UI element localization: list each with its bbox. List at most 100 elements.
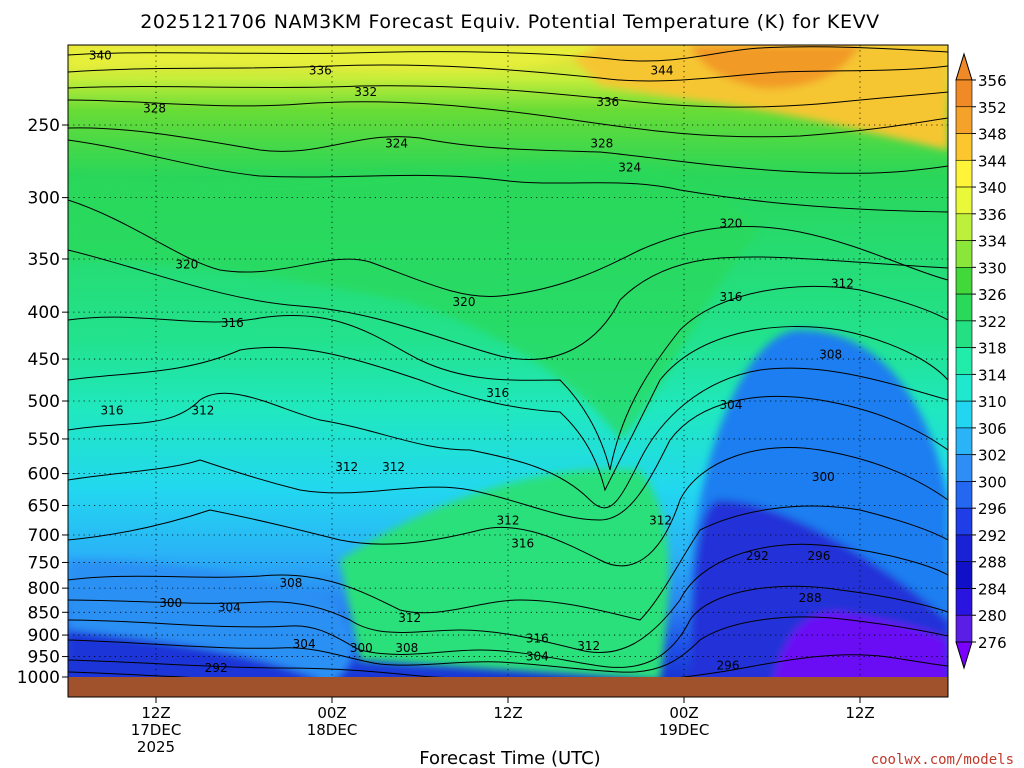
x-tick-label: 12Z: [845, 704, 874, 722]
credit-text: coolwx.com/models: [871, 752, 1014, 768]
x-tick-label: 2025: [137, 738, 175, 756]
colorbar-label: 336: [978, 206, 1007, 224]
field-warm-top-right: [560, 45, 948, 150]
contour-label: 300: [159, 596, 182, 610]
colorbar-swatch: [955, 240, 973, 268]
contour-label: 312: [831, 276, 854, 290]
y-tick-label: 950: [28, 648, 60, 668]
contour-label: 336: [309, 63, 332, 77]
colorbar-swatch: [955, 213, 973, 241]
contour-label: 300: [350, 641, 373, 655]
colorbar-swatch: [955, 481, 973, 509]
chart-title: 2025121706 NAM3KM Forecast Equiv. Potent…: [140, 11, 880, 33]
contour-label: 308: [279, 576, 302, 590]
contour-340: [68, 46, 948, 62]
colorbar-swatch: [955, 561, 973, 589]
colorbar-label: 326: [978, 286, 1007, 304]
colorbar-swatch: [955, 320, 973, 348]
y-tick-label: 750: [28, 553, 60, 573]
colorbar-swatch: [955, 347, 973, 375]
gridlines: [68, 45, 948, 677]
colorbar-label: 352: [978, 99, 1007, 117]
contour-label: 304: [293, 637, 316, 651]
colorbar-label: 306: [978, 420, 1007, 438]
colorbar-swatch: [955, 614, 973, 643]
contour-label: 308: [395, 641, 418, 655]
contour-label: 316: [101, 403, 124, 417]
contour-label: 320: [719, 216, 742, 230]
contour-322: [68, 139, 948, 213]
contour-304: [68, 446, 948, 567]
colorbar-label: 314: [978, 366, 1007, 384]
colorbar-label: 296: [978, 500, 1007, 518]
contour-332: [68, 85, 948, 108]
y-tick-label: 550: [28, 430, 60, 450]
contour-label: 312: [398, 611, 421, 625]
contour-label: 288: [799, 591, 822, 605]
contour-label: 312: [335, 460, 358, 474]
colorbar-label: 318: [978, 340, 1007, 358]
contour-label: 292: [205, 661, 228, 675]
colorbar-arrow-top: [955, 52, 973, 81]
colorbar-label: 334: [978, 233, 1007, 251]
colorbar: 276 280 284 288 292 296 300 302 306 310 314 318 322 3…: [955, 52, 1007, 670]
y-tick-label: 700: [28, 526, 60, 546]
contour-label: 300: [812, 470, 835, 484]
contour-label: 296: [717, 659, 740, 673]
colorbar-label: 300: [978, 473, 1007, 491]
y-tick-label: 1000: [17, 668, 60, 688]
y-axis: 250 300 350 400 450 500 550 600 650 700 750 800 850 9…: [17, 116, 68, 688]
colorbar-label: 292: [978, 527, 1007, 545]
colorbar-label: 302: [978, 447, 1007, 465]
colorbar-arrow-bottom: [955, 641, 973, 670]
contour-label: 344: [651, 63, 674, 77]
colorbar-label: 276: [978, 634, 1007, 652]
contour-labels: 340 336 344 332 336 328 324 328 324 320 320 320 316 3…: [89, 49, 854, 676]
colorbar-swatch: [955, 267, 973, 295]
y-tick-label: 650: [28, 496, 60, 516]
colorbar-label: 310: [978, 393, 1007, 411]
contour-label: 332: [354, 85, 377, 99]
y-tick-label: 300: [28, 189, 60, 209]
plot-area: [68, 45, 948, 697]
colorbar-swatch: [955, 106, 973, 134]
ground-layer: [68, 677, 948, 697]
contour-label: 316: [719, 290, 742, 304]
x-tick-label: 12Z: [141, 704, 170, 722]
contour-label: 316: [486, 386, 509, 400]
contour-label: 340: [89, 49, 112, 63]
colorbar-swatch: [955, 374, 973, 402]
colorbar-swatch: [955, 588, 973, 616]
contour-label: 312: [577, 639, 600, 653]
contour-label: 304: [719, 398, 742, 412]
contour-label: 328: [143, 102, 166, 116]
contour-318: [68, 249, 948, 360]
contour-336: [68, 64, 948, 82]
y-tick-label: 500: [28, 392, 60, 412]
colorbar-swatch: [955, 159, 973, 188]
contour-label: 336: [596, 95, 619, 109]
contour-324: [68, 127, 948, 174]
contour-label: 312: [382, 460, 405, 474]
contour-314: [68, 326, 948, 492]
contour-328: [68, 99, 948, 138]
y-tick-label: 400: [28, 303, 60, 323]
contour-label: 312: [497, 513, 520, 527]
contour-label: 316: [511, 536, 534, 550]
colorbar-swatch: [955, 534, 973, 563]
colorbar-swatch: [955, 133, 973, 161]
y-tick-label: 250: [28, 116, 60, 136]
contour-label: 320: [453, 295, 476, 309]
field-mid-ridge: [68, 157, 760, 440]
contour-320: [68, 199, 948, 298]
x-tick-label: 12Z: [493, 704, 522, 722]
colorbar-swatch: [955, 79, 973, 108]
y-tick-label: 800: [28, 579, 60, 599]
colorbar-label: 344: [978, 152, 1007, 170]
contour-label: 304: [218, 601, 241, 615]
colorbar-swatch: [955, 427, 973, 455]
x-tick-label: 00Z: [669, 704, 698, 722]
colorbar-swatch: [955, 454, 973, 482]
